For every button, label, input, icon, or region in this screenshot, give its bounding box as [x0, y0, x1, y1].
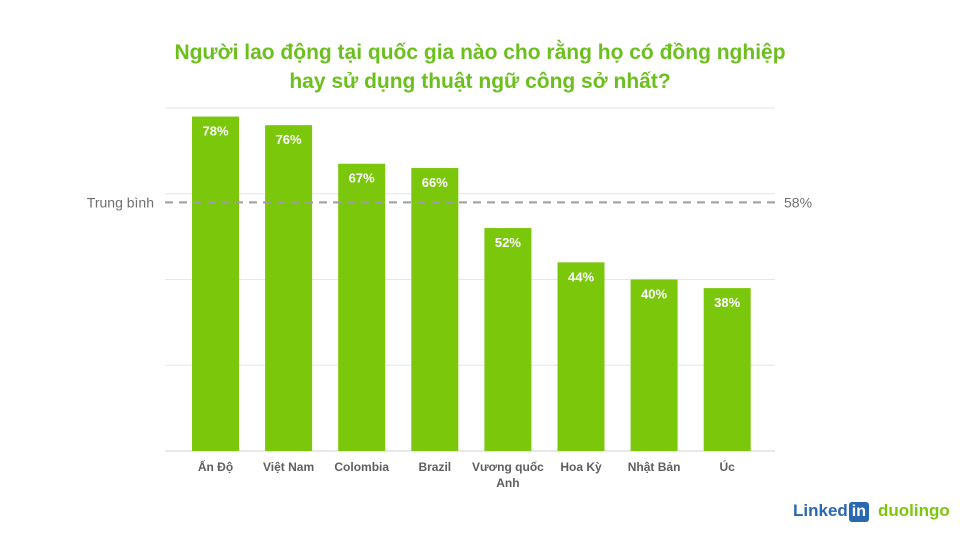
- bar-value-label: 44%: [568, 269, 594, 284]
- bar: [703, 288, 751, 451]
- bar: [411, 168, 459, 451]
- linkedin-logo-text: Linked: [793, 501, 848, 520]
- bar-value-labels: 78% 76% 67% 66% 52% 44% 40% 38%: [202, 124, 740, 311]
- x-axis-tick-labels: Ấn Độ Việt Nam Colombia Brazil Vương quốc Anh…: [198, 459, 735, 490]
- bar-value-label: 76%: [276, 132, 302, 147]
- bar-value-label: 52%: [495, 235, 521, 250]
- gridlines: [165, 107, 775, 452]
- x-tick-label: Colombia: [334, 460, 389, 474]
- bar: [338, 163, 386, 452]
- linkedin-logo: Linked in: [793, 498, 870, 524]
- average-label: Trung bình: [87, 194, 154, 210]
- chart-title: Người lao động tại quốc gia nào cho rằng…: [0, 38, 960, 96]
- bar: [557, 262, 605, 451]
- bar-value-label: 38%: [714, 295, 740, 310]
- linkedin-in-box: in: [848, 502, 870, 522]
- duolingo-logo: duolingo: [878, 501, 950, 520]
- bar: [630, 279, 678, 451]
- x-tick-label: Nhật Bản: [628, 460, 681, 474]
- average-value-label: 58%: [784, 194, 812, 210]
- x-tick-label: Vương quốc Anh: [472, 460, 544, 490]
- bar-value-label: 67%: [349, 171, 375, 186]
- bar: [265, 125, 313, 452]
- bar: [484, 228, 532, 451]
- bar: [192, 116, 239, 451]
- average-line-group: Trung bình 58%: [87, 194, 812, 210]
- x-tick-label: Brazil: [418, 460, 451, 474]
- bar-value-label: 40%: [641, 287, 667, 302]
- x-tick-label: Hoa Kỳ: [560, 460, 602, 474]
- x-tick-label: Việt Nam: [263, 460, 314, 474]
- bars: [192, 116, 751, 452]
- bar-value-label: 78%: [202, 124, 228, 139]
- bar-value-label: 66%: [422, 175, 448, 190]
- x-tick-label: Úc: [720, 459, 736, 474]
- x-tick-label: Ấn Độ: [198, 459, 233, 474]
- chart-title-line-1: Người lao động tại quốc gia nào cho rằng…: [174, 41, 786, 64]
- chart-title-line-2: hay sử dụng thuật ngữ công sở nhất?: [289, 70, 671, 93]
